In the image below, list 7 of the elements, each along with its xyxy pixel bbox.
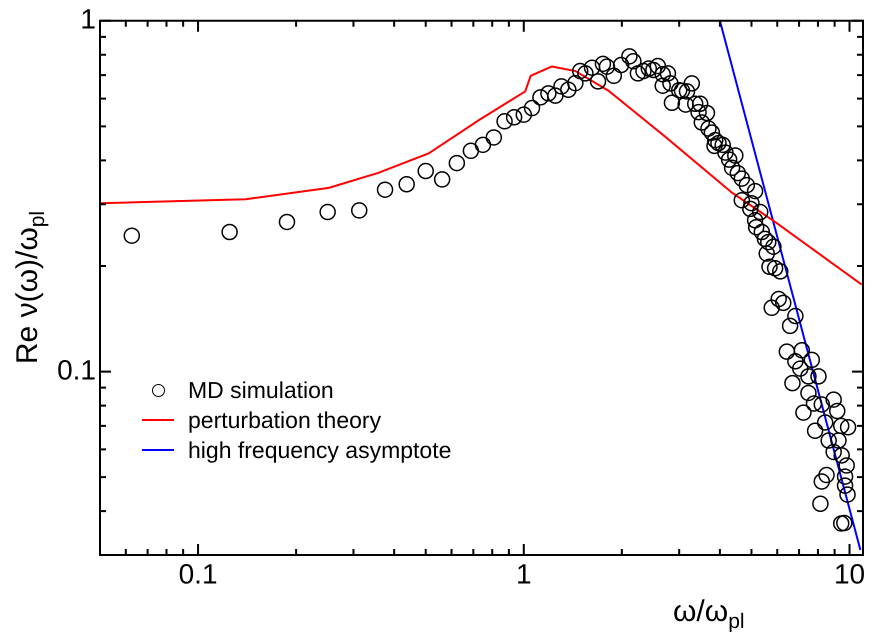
x-tick-label: 1 [516, 558, 532, 590]
x-tick-label: 10 [834, 558, 866, 590]
legend-label: MD simulation [188, 376, 334, 404]
legend-label: high frequency asymptote [188, 436, 452, 464]
legend-label: perturbation theory [188, 406, 382, 434]
x-tick-label: 0.1 [178, 558, 218, 590]
x-axis-title: ω/ω$_{pl}$ [673, 595, 745, 632]
